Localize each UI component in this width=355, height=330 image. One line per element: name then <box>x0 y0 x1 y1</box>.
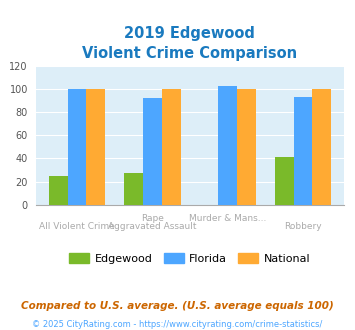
Bar <box>67 89 86 205</box>
Bar <box>49 176 67 205</box>
Text: Robbery: Robbery <box>284 222 322 231</box>
Bar <box>312 89 331 205</box>
Bar <box>237 89 256 205</box>
Text: All Violent Crime: All Violent Crime <box>39 222 115 231</box>
Bar <box>124 174 143 205</box>
Bar <box>218 85 237 205</box>
Title: 2019 Edgewood
Violent Crime Comparison: 2019 Edgewood Violent Crime Comparison <box>82 26 297 61</box>
Bar <box>294 97 312 205</box>
Bar <box>162 89 180 205</box>
Text: © 2025 CityRating.com - https://www.cityrating.com/crime-statistics/: © 2025 CityRating.com - https://www.city… <box>32 319 323 329</box>
Text: Rape: Rape <box>141 214 164 223</box>
Legend: Edgewood, Florida, National: Edgewood, Florida, National <box>65 249 315 269</box>
Bar <box>143 98 162 205</box>
Text: Murder & Mans...: Murder & Mans... <box>189 214 266 223</box>
Bar <box>86 89 105 205</box>
Text: Aggravated Assault: Aggravated Assault <box>108 222 197 231</box>
Bar <box>275 157 294 205</box>
Text: Compared to U.S. average. (U.S. average equals 100): Compared to U.S. average. (U.S. average … <box>21 301 334 311</box>
